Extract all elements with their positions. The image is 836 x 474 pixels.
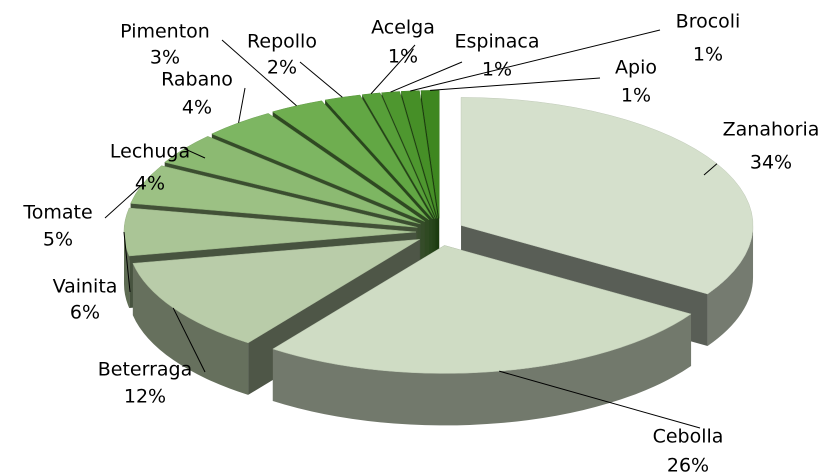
leader-line bbox=[184, 148, 206, 159]
slice bbox=[272, 245, 692, 426]
slice-top bbox=[211, 113, 425, 222]
category-label: Beterraga bbox=[98, 359, 193, 381]
slice-top bbox=[130, 165, 418, 228]
value-label: 4% bbox=[135, 173, 165, 195]
slice-side bbox=[132, 263, 249, 395]
value-label: 6% bbox=[70, 302, 100, 324]
value-label: 5% bbox=[43, 229, 73, 251]
leader-line bbox=[410, 29, 661, 92]
leader-line bbox=[370, 44, 416, 95]
leader-line bbox=[238, 87, 246, 123]
category-label: Rabano bbox=[161, 69, 233, 91]
slice-top bbox=[381, 91, 437, 219]
category-label: Acelga bbox=[371, 17, 435, 39]
category-label: Tomate bbox=[22, 202, 92, 224]
leader-line bbox=[172, 307, 206, 373]
slice-top bbox=[272, 100, 430, 221]
category-label: Espinaca bbox=[454, 31, 539, 53]
value-label: 12% bbox=[124, 386, 166, 408]
category-label: Lechuga bbox=[110, 141, 190, 163]
category-label: Vainita bbox=[53, 276, 118, 298]
leader-line bbox=[499, 370, 701, 429]
value-label: 2% bbox=[267, 57, 297, 79]
slice-side bbox=[707, 225, 754, 346]
category-label: Repollo bbox=[247, 31, 317, 53]
category-label: Brocoli bbox=[676, 11, 741, 33]
value-label: 26% bbox=[667, 455, 709, 474]
slice-side bbox=[272, 314, 692, 426]
category-label: Cebolla bbox=[653, 426, 724, 448]
slice-top bbox=[420, 90, 440, 219]
category-label: Pimenton bbox=[120, 21, 210, 43]
value-label: 4% bbox=[182, 97, 212, 119]
leader-line bbox=[430, 77, 601, 91]
leader-line bbox=[123, 231, 131, 293]
category-label: Apio bbox=[615, 57, 657, 79]
leader-line bbox=[221, 39, 297, 107]
value-label: 1% bbox=[621, 85, 651, 107]
leader-line bbox=[299, 61, 343, 98]
value-label: 3% bbox=[150, 47, 180, 69]
value-label: 1% bbox=[693, 44, 723, 66]
value-label: 1% bbox=[388, 46, 418, 68]
leader-line bbox=[104, 183, 144, 219]
leader-line bbox=[703, 163, 718, 176]
category-label: Zanahoria bbox=[723, 119, 820, 141]
value-label: 34% bbox=[750, 152, 792, 174]
slice-side bbox=[124, 232, 130, 308]
leader-line bbox=[390, 61, 463, 93]
slice-top bbox=[361, 92, 435, 219]
slice-top bbox=[123, 207, 417, 257]
